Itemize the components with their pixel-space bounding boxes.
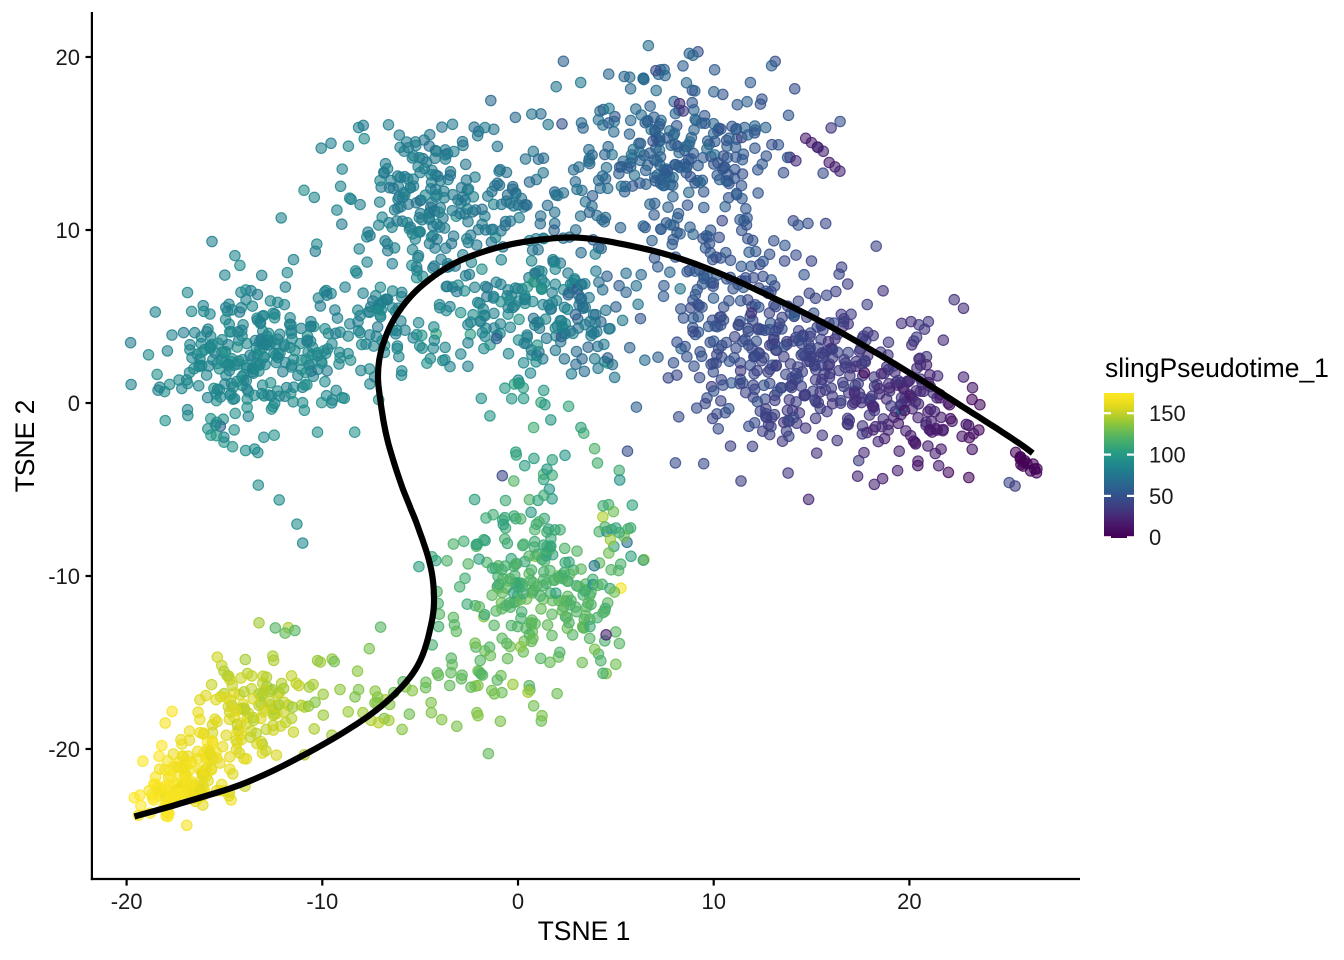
svg-text:TSNE 1: TSNE 1 <box>538 916 631 946</box>
svg-text:-20: -20 <box>111 889 143 914</box>
svg-text:0: 0 <box>1149 525 1161 550</box>
svg-text:10: 10 <box>56 218 80 243</box>
svg-text:10: 10 <box>701 889 725 914</box>
svg-text:150: 150 <box>1149 401 1186 426</box>
svg-text:-10: -10 <box>48 564 80 589</box>
svg-text:20: 20 <box>56 45 80 70</box>
svg-text:slingPseudotime_1: slingPseudotime_1 <box>1105 353 1329 383</box>
svg-text:0: 0 <box>68 391 80 416</box>
svg-text:20: 20 <box>897 889 921 914</box>
svg-text:100: 100 <box>1149 443 1186 468</box>
svg-text:0: 0 <box>512 889 524 914</box>
svg-text:-10: -10 <box>306 889 338 914</box>
svg-text:50: 50 <box>1149 484 1173 509</box>
svg-text:TSNE 2: TSNE 2 <box>10 400 40 493</box>
svg-text:-20: -20 <box>48 737 80 762</box>
